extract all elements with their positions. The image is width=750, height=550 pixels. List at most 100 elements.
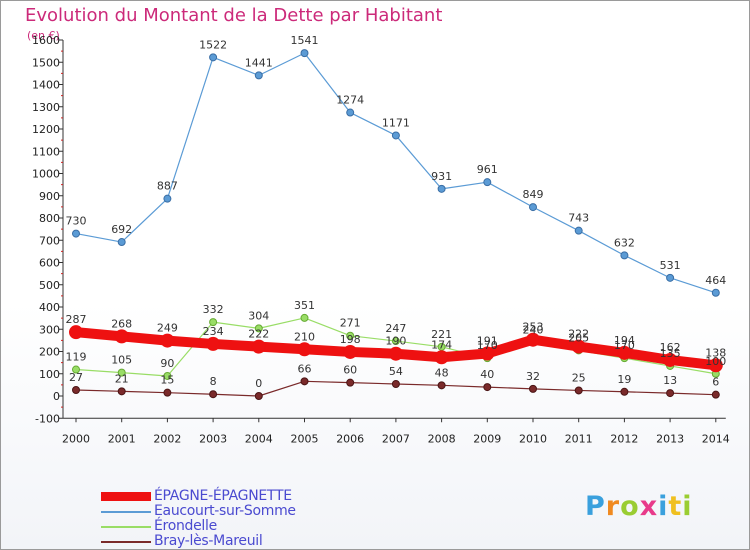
- data-label: 27: [69, 371, 83, 384]
- data-point: [117, 387, 126, 396]
- y-tick-label: -100: [35, 412, 60, 425]
- data-point: [209, 390, 218, 399]
- data-label: 730: [66, 215, 87, 228]
- data-label: 249: [157, 322, 178, 335]
- data-point: [711, 288, 720, 297]
- data-point: [391, 379, 400, 388]
- y-tick-label: 1100: [32, 145, 60, 158]
- data-point: [711, 390, 720, 399]
- data-label: 887: [157, 180, 178, 193]
- data-point: [300, 313, 309, 322]
- data-label: 271: [340, 317, 361, 330]
- x-tick-label: 2010: [519, 432, 547, 445]
- y-tick-label: 1200: [32, 123, 60, 136]
- data-point: [206, 336, 221, 351]
- legend-swatch: [101, 526, 151, 528]
- axes: -100010020030040050060070080090010001100…: [32, 34, 730, 445]
- data-label: 6: [712, 376, 719, 389]
- data-label: 464: [705, 274, 726, 287]
- data-label: 40: [480, 368, 494, 381]
- data-point: [666, 389, 675, 398]
- data-label: 205: [568, 331, 589, 344]
- data-label: 304: [248, 309, 269, 322]
- data-point: [666, 273, 675, 282]
- legend-swatch: [101, 492, 151, 501]
- data-label: 287: [66, 313, 87, 326]
- data-point: [209, 53, 218, 62]
- data-label: 170: [614, 339, 635, 352]
- data-point: [114, 329, 129, 344]
- data-label: 191: [477, 335, 498, 348]
- data-label: 692: [111, 223, 132, 236]
- x-tick-label: 2006: [336, 432, 364, 445]
- data-label: 19: [617, 373, 631, 386]
- data-point: [346, 108, 355, 117]
- y-tick-label: 900: [39, 190, 60, 203]
- series-lines: [69, 49, 723, 400]
- data-point: [437, 184, 446, 193]
- data-label: 1274: [336, 94, 364, 107]
- data-label: 1522: [199, 38, 227, 51]
- data-point: [209, 318, 218, 327]
- data-point: [254, 324, 263, 333]
- data-point: [69, 325, 83, 340]
- y-tick-label: 1600: [32, 34, 60, 47]
- data-point: [160, 333, 175, 348]
- data-label: 119: [66, 351, 87, 364]
- data-point: [346, 331, 355, 340]
- data-point: [300, 377, 309, 386]
- y-tick-label: 1300: [32, 101, 60, 114]
- data-label: 268: [111, 317, 132, 330]
- data-point: [163, 371, 172, 380]
- data-label: 138: [705, 346, 726, 359]
- data-point: [163, 194, 172, 203]
- y-tick-label: 400: [39, 301, 60, 314]
- data-label: 1441: [245, 56, 273, 69]
- data-label: 961: [477, 163, 498, 176]
- x-tick-label: 2002: [153, 432, 181, 445]
- series-line-1: [75, 52, 717, 294]
- y-tick-label: 800: [39, 212, 60, 225]
- x-tick-label: 2007: [382, 432, 410, 445]
- logo-letter: x: [639, 491, 659, 522]
- data-label: 90: [160, 357, 174, 370]
- data-point: [72, 229, 80, 238]
- data-point: [571, 339, 586, 354]
- data-label: 194: [614, 334, 635, 347]
- y-tick-label: 700: [39, 234, 60, 247]
- data-label: 100: [705, 355, 726, 368]
- data-point: [708, 358, 723, 373]
- data-point: [163, 388, 172, 397]
- data-label: 54: [389, 365, 403, 378]
- data-label: 190: [385, 335, 406, 348]
- data-point: [620, 387, 629, 396]
- data-label: 931: [431, 170, 452, 183]
- legend-label: ÉPAGNE-ÉPAGNETTE: [154, 488, 292, 504]
- x-tick-label: 2012: [610, 432, 638, 445]
- data-point: [391, 337, 400, 346]
- data-point: [663, 352, 678, 367]
- logo-letter: r: [605, 491, 621, 522]
- legend-swatch: [101, 541, 151, 543]
- data-label: 531: [660, 259, 681, 272]
- data-label: 332: [203, 303, 224, 316]
- x-tick-label: 2004: [245, 432, 273, 445]
- data-point: [346, 378, 355, 387]
- data-point: [483, 383, 492, 392]
- data-point: [434, 350, 449, 365]
- y-tick-label: 600: [39, 257, 60, 270]
- y-tick-label: 500: [39, 279, 60, 292]
- data-label: 222: [248, 328, 269, 341]
- data-label: 632: [614, 236, 635, 249]
- data-label: 105: [111, 354, 132, 367]
- x-tick-label: 2011: [565, 432, 593, 445]
- data-point: [117, 238, 126, 247]
- data-point: [117, 368, 126, 377]
- y-tick-label: 300: [39, 323, 60, 336]
- data-label: 743: [568, 212, 589, 225]
- data-label: 15: [160, 374, 174, 387]
- data-point: [300, 49, 309, 58]
- data-label: 135: [660, 347, 681, 360]
